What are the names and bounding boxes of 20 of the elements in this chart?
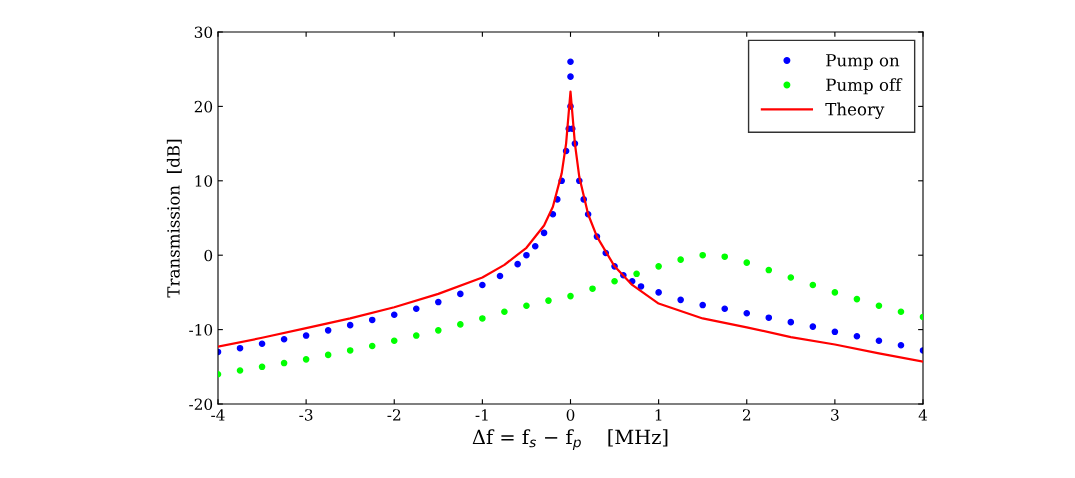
y-tick-label: -20 (189, 398, 213, 411)
x-tick-label: 3 (831, 409, 839, 421)
y-tick-label: 20 (194, 100, 213, 113)
x-tick-label: -4 (211, 409, 225, 421)
y-axis-title: Transmission [dB] (166, 139, 182, 298)
legend-label: Theory (825, 102, 885, 119)
legend-label: Pump on (826, 54, 900, 70)
x-tick-label: 2 (742, 409, 751, 421)
x-tick-label: 1 (655, 409, 662, 421)
x-tick-label: 4 (918, 409, 928, 421)
x-tick-label: 0 (566, 409, 575, 421)
x-tick-label: -2 (387, 409, 401, 421)
x-tick-label: -3 (299, 409, 313, 421)
y-tick-label: -10 (189, 324, 213, 336)
y-tick-label: 10 (195, 175, 213, 187)
y-tick-label: 30 (194, 26, 213, 39)
text: Δf = f$_{s}$ − f$_{p}$ [MHz] (472, 429, 668, 450)
legend-label: Pump off (826, 78, 903, 95)
y-tick-label: 0 (204, 249, 213, 262)
x-tick-label: -1 (475, 409, 488, 421)
